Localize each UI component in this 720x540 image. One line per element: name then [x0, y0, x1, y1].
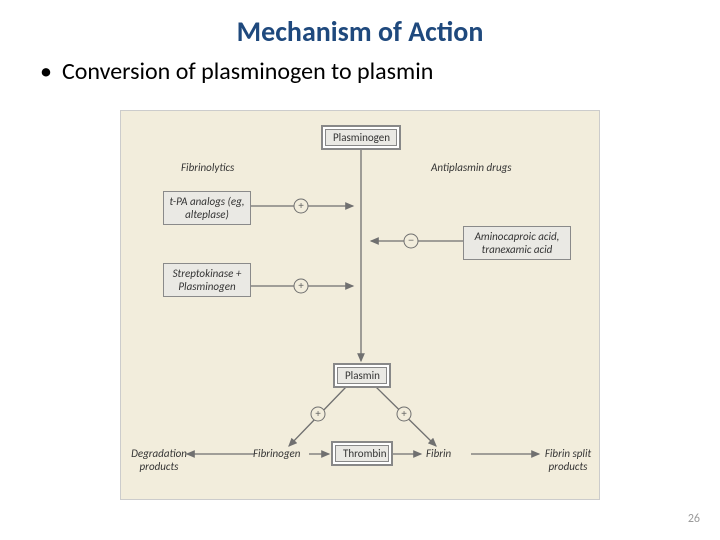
- page-title: Mechanism of Action: [0, 0, 720, 49]
- label-antiplasmin: Antiplasmin drugs: [431, 161, 512, 174]
- label-fibrin: Fibrin: [426, 447, 451, 460]
- svg-text:+: +: [298, 281, 304, 292]
- node-strepto: Streptokinase + Plasminogen: [163, 263, 251, 297]
- bullet-line: •Conversion of plasminogen to plasmin: [0, 49, 720, 92]
- bullet-text: Conversion of plasminogen to plasmin: [62, 57, 433, 86]
- svg-text:+: +: [401, 409, 407, 420]
- svg-text:+: +: [315, 409, 321, 420]
- node-plasminogen: Plasminogen: [321, 125, 401, 150]
- node-amino: Aminocaproic acid, tranexamic acid: [463, 226, 571, 260]
- label-fibrinogen: Fibrinogen: [253, 447, 300, 460]
- node-plasmin: Plasmin: [333, 363, 391, 388]
- svg-text:−: −: [408, 236, 414, 247]
- label-fibrinolytics: Fibrinolytics: [181, 161, 234, 174]
- node-tpa: t-PA analogs (eg, alteplase): [163, 191, 251, 225]
- page-number: 26: [688, 512, 700, 526]
- diagram-panel: + + − + + Fibrinolytics Antiplasmin drug…: [120, 110, 600, 500]
- node-thrombin: Thrombin: [331, 441, 393, 466]
- label-degradation: Degradation products: [129, 447, 189, 473]
- label-split: Fibrin split products: [539, 447, 597, 473]
- svg-text:+: +: [298, 201, 304, 212]
